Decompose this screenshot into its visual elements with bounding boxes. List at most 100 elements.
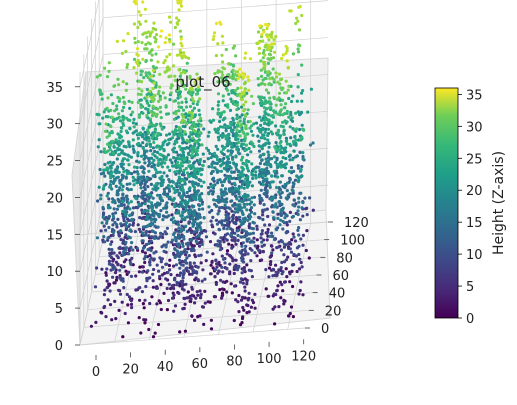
data-point (117, 170, 121, 174)
data-point (211, 266, 215, 270)
data-point (275, 228, 279, 232)
data-point (108, 289, 112, 293)
data-point (277, 200, 282, 204)
data-point (121, 123, 126, 127)
data-point (190, 125, 194, 129)
data-point (239, 220, 243, 224)
data-point (168, 268, 172, 272)
data-point (194, 214, 199, 218)
data-point (173, 170, 177, 174)
data-point (289, 305, 294, 309)
data-point (193, 154, 197, 158)
data-point (110, 115, 114, 119)
data-point (251, 102, 255, 106)
data-point (136, 136, 140, 140)
data-point (119, 182, 123, 187)
data-point (185, 250, 189, 254)
data-point (207, 130, 211, 134)
data-point (290, 263, 295, 267)
data-point (132, 66, 136, 70)
data-point (183, 130, 187, 134)
data-point (253, 212, 257, 216)
data-point (277, 72, 281, 76)
data-point (234, 258, 238, 262)
data-point (236, 76, 240, 81)
data-point (246, 231, 250, 235)
axes-3d (71, 0, 331, 346)
data-point (145, 47, 149, 51)
data-point (283, 146, 288, 150)
data-point (103, 129, 108, 133)
data-point (221, 125, 225, 129)
data-point (179, 161, 183, 165)
z-tick-label: 25 (46, 155, 63, 170)
data-point (109, 263, 113, 267)
data-point (308, 143, 313, 147)
data-point (277, 268, 281, 272)
data-point (245, 208, 249, 212)
data-point (284, 91, 288, 95)
data-point (118, 251, 122, 255)
data-point (241, 142, 245, 146)
data-point (207, 186, 211, 190)
data-point (240, 91, 244, 95)
data-point (127, 163, 131, 167)
data-point (164, 155, 169, 159)
data-point (130, 100, 134, 104)
data-point (197, 88, 202, 92)
z-tick-label: 35 (46, 81, 63, 96)
data-point (276, 284, 280, 288)
data-point (284, 136, 288, 140)
data-point (206, 300, 210, 304)
data-point (296, 209, 300, 213)
data-point (122, 260, 126, 264)
data-point (132, 183, 136, 187)
data-point (296, 228, 300, 232)
data-point (141, 170, 145, 174)
data-point (239, 277, 243, 281)
data-point (162, 190, 167, 194)
data-point (162, 61, 166, 65)
data-point (217, 260, 221, 264)
data-point (279, 195, 283, 200)
data-point (259, 145, 263, 149)
data-point (137, 270, 141, 274)
data-point (170, 284, 175, 288)
data-point (288, 158, 292, 162)
data-point (151, 146, 155, 150)
data-point (117, 83, 121, 87)
data-point (114, 138, 118, 142)
data-point (103, 304, 107, 309)
data-point (248, 222, 252, 226)
data-point (180, 80, 184, 84)
data-point (156, 60, 160, 64)
data-point (206, 148, 211, 153)
data-point (127, 99, 131, 103)
data-point (198, 178, 202, 182)
data-point (262, 203, 266, 207)
data-point (159, 110, 163, 114)
data-point (131, 248, 135, 252)
data-point (189, 154, 193, 158)
data-point (267, 141, 271, 145)
data-point (154, 205, 158, 209)
data-point (207, 165, 211, 169)
data-point (301, 157, 305, 161)
data-point (151, 335, 156, 339)
data-point (232, 75, 236, 80)
data-point (140, 290, 144, 294)
data-point (213, 166, 217, 170)
x-tick-label: 100 (257, 352, 282, 367)
data-point (264, 88, 269, 92)
data-point (296, 180, 300, 184)
data-point (278, 223, 282, 227)
data-point (139, 131, 143, 135)
data-point (140, 80, 144, 84)
data-point (105, 279, 109, 283)
data-point (107, 282, 111, 286)
data-point (283, 186, 287, 190)
data-point (145, 87, 149, 92)
data-point (134, 129, 138, 133)
data-point (119, 222, 123, 226)
